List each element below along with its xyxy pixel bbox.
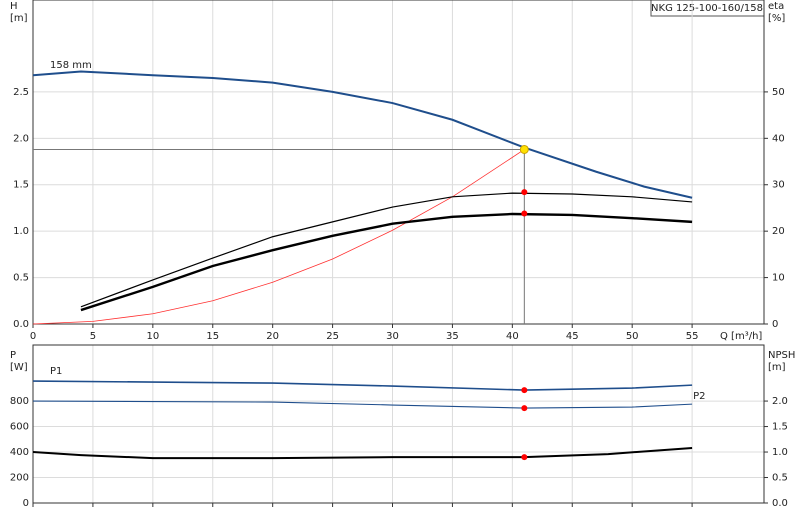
x-tick-label: 50 bbox=[626, 331, 639, 342]
operating-marker bbox=[521, 189, 528, 196]
operating-marker bbox=[521, 387, 528, 394]
y-tick-label: 600 bbox=[10, 422, 29, 433]
operating-marker bbox=[521, 210, 528, 217]
y2-axis-label: NPSH bbox=[768, 350, 795, 361]
y2-tick-label: 30 bbox=[772, 180, 785, 191]
x-tick-label: 40 bbox=[506, 331, 519, 342]
x-tick-label: 35 bbox=[446, 331, 459, 342]
x-axis-label: Q [m³/h] bbox=[720, 331, 762, 342]
y-tick-label: 800 bbox=[10, 396, 29, 407]
y2-axis-label: eta bbox=[768, 1, 784, 12]
series-line bbox=[32, 400, 693, 409]
y2-tick-label: 0.5 bbox=[772, 473, 788, 484]
y-axis-unit: [W] bbox=[10, 362, 28, 373]
x-tick-label: 20 bbox=[266, 331, 279, 342]
series-line bbox=[80, 192, 693, 308]
x-tick-label: 5 bbox=[90, 331, 96, 342]
x-tick-label: 45 bbox=[566, 331, 579, 342]
series-line bbox=[32, 446, 693, 460]
y-tick-label: 0 bbox=[23, 498, 29, 509]
curve-label: P1 bbox=[50, 366, 62, 377]
y2-tick-label: 40 bbox=[772, 133, 785, 144]
chart-title: NKG 125-100-160/158 bbox=[651, 3, 763, 14]
series-line bbox=[32, 149, 525, 325]
duty-point bbox=[519, 144, 529, 154]
y-tick-label: 1.0 bbox=[13, 226, 29, 237]
y2-tick-label: 0.0 bbox=[772, 498, 788, 509]
y2-axis-unit: [m] bbox=[768, 362, 786, 373]
operating-marker bbox=[521, 454, 528, 461]
y2-tick-label: 10 bbox=[772, 273, 785, 284]
y2-tick-label: 20 bbox=[772, 226, 785, 237]
x-tick-label: 0 bbox=[30, 331, 36, 342]
x-tick-label: 25 bbox=[326, 331, 339, 342]
plot-frame bbox=[32, 344, 765, 504]
y2-tick-label: 1.0 bbox=[772, 447, 788, 458]
curve-label: P2 bbox=[693, 391, 705, 402]
y-tick-label: 1.5 bbox=[13, 180, 29, 191]
x-tick-label: 15 bbox=[206, 331, 219, 342]
y2-axis-unit: [%] bbox=[768, 13, 785, 24]
y-tick-label: 400 bbox=[10, 447, 29, 458]
series-line bbox=[32, 70, 693, 199]
series-line bbox=[80, 212, 693, 312]
operating-marker bbox=[521, 405, 528, 412]
curve-label: 158 mm bbox=[50, 60, 92, 71]
y-tick-label: 2.5 bbox=[13, 87, 29, 98]
y-tick-label: 200 bbox=[10, 473, 29, 484]
y-axis-label: H bbox=[10, 1, 18, 12]
y-axis-label: P bbox=[10, 350, 16, 361]
x-tick-label: 10 bbox=[146, 331, 159, 342]
y-tick-label: 2.0 bbox=[13, 133, 29, 144]
y-tick-label: 0.0 bbox=[13, 319, 29, 330]
series-line bbox=[32, 380, 693, 391]
y-axis-unit: [m] bbox=[10, 13, 28, 24]
y-tick-label: 0.5 bbox=[13, 273, 29, 284]
x-tick-label: 55 bbox=[686, 331, 699, 342]
y2-tick-label: 1.5 bbox=[772, 422, 788, 433]
plot-frame bbox=[32, 0, 765, 325]
y2-tick-label: 2.0 bbox=[772, 396, 788, 407]
y2-tick-label: 50 bbox=[772, 87, 785, 98]
x-tick-label: 30 bbox=[386, 331, 399, 342]
y2-tick-label: 0 bbox=[772, 319, 778, 330]
